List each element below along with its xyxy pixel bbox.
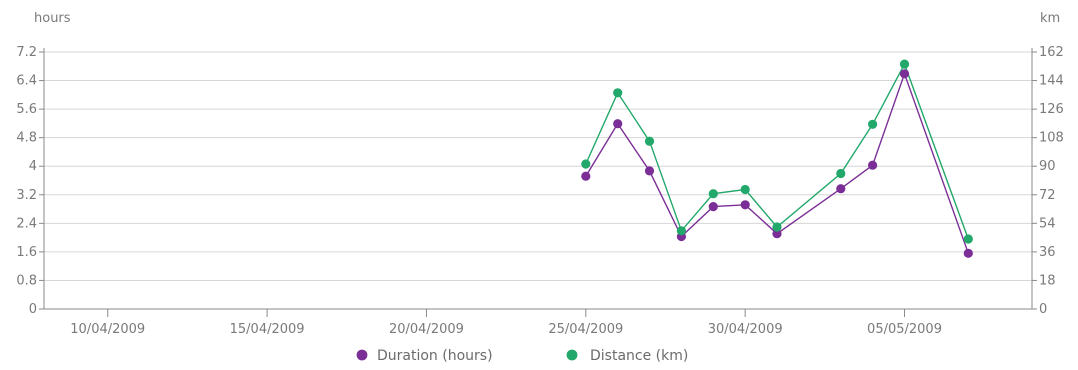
y-left-tick-label: 2.4 (16, 216, 37, 231)
x-tick-label: 10/04/2009 (70, 322, 145, 337)
data-point-duration (963, 248, 973, 258)
legend-marker-distance (566, 349, 578, 361)
data-point-distance (708, 189, 718, 199)
data-point-duration (581, 171, 591, 181)
y-left-tick-label: 0 (29, 302, 37, 317)
y-left-tick-label: 6.4 (16, 74, 37, 89)
x-tick-label: 15/04/2009 (230, 322, 305, 337)
y-left-tick-label: 7.2 (16, 45, 37, 60)
legend-marker-duration (356, 349, 368, 361)
data-point-distance (868, 119, 878, 129)
data-point-duration (772, 229, 782, 239)
y-right-tick-label: 144 (1039, 74, 1064, 89)
y-right-tick-label: 108 (1039, 131, 1064, 146)
data-point-distance (581, 159, 591, 169)
data-point-duration (740, 200, 750, 210)
y-right-tick-label: 36 (1039, 245, 1056, 260)
y-right-tick-label: 18 (1039, 273, 1056, 288)
data-point-duration (868, 160, 878, 170)
data-point-distance (836, 168, 846, 179)
data-point-duration (644, 166, 655, 176)
y-right-tick-label: 72 (1039, 188, 1056, 203)
data-point-distance (772, 222, 782, 232)
left-axis-title: hours (34, 11, 71, 26)
y-left-tick-label: 4.8 (16, 131, 37, 146)
plot-area (44, 52, 1032, 309)
y-right-tick-label: 90 (1039, 159, 1056, 174)
data-point-distance (613, 88, 623, 98)
data-point-duration (899, 69, 910, 79)
right-axis-title: km (1040, 11, 1060, 26)
legend-label-distance: Distance (km) (590, 348, 688, 364)
data-point-distance (740, 184, 750, 195)
data-point-distance (676, 226, 687, 236)
y-left-tick-label: 1.6 (16, 245, 37, 260)
x-tick-label: 30/04/2009 (708, 322, 783, 337)
data-point-duration (708, 202, 718, 212)
x-tick-label: 20/04/2009 (389, 322, 464, 337)
y-left-tick-label: 5.6 (16, 102, 37, 117)
y-right-tick-label: 162 (1039, 45, 1064, 60)
data-point-duration (613, 119, 623, 129)
y-right-tick-label: 54 (1039, 216, 1056, 231)
y-left-tick-label: 4 (29, 159, 37, 174)
y-left-tick-label: 3.2 (16, 188, 37, 203)
x-tick-label: 25/04/2009 (548, 322, 623, 337)
y-right-tick-label: 126 (1039, 102, 1064, 117)
y-right-tick-label: 0 (1039, 302, 1047, 317)
data-point-duration (836, 184, 846, 194)
x-tick-label: 05/05/2009 (867, 322, 942, 337)
data-point-distance (963, 234, 973, 244)
data-point-distance (899, 59, 910, 69)
legend-label-duration: Duration (hours) (377, 348, 493, 364)
data-point-distance (644, 136, 655, 146)
y-left-tick-label: 0.8 (16, 273, 37, 288)
